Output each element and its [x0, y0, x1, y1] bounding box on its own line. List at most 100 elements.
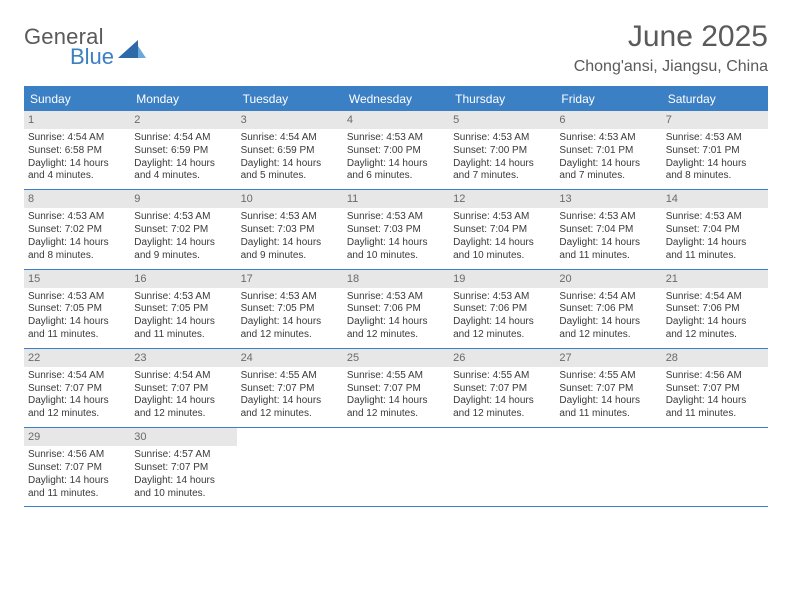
- sunset-text: Sunset: 7:01 PM: [666, 145, 764, 158]
- week-row: 29Sunrise: 4:56 AMSunset: 7:07 PMDayligh…: [24, 428, 768, 507]
- daylight-text: and 12 minutes.: [453, 329, 551, 342]
- daylight-text: and 12 minutes.: [134, 408, 232, 421]
- logo-triangle-icon: [118, 36, 146, 60]
- week-row: 15Sunrise: 4:53 AMSunset: 7:05 PMDayligh…: [24, 270, 768, 349]
- sunset-text: Sunset: 7:06 PM: [559, 303, 657, 316]
- sunrise-text: Sunrise: 4:54 AM: [28, 132, 126, 145]
- daylight-text: Daylight: 14 hours: [347, 316, 445, 329]
- day-number: 28: [662, 349, 768, 367]
- daylight-text: Daylight: 14 hours: [453, 158, 551, 171]
- sunrise-text: Sunrise: 4:53 AM: [241, 291, 339, 304]
- sunset-text: Sunset: 7:04 PM: [666, 224, 764, 237]
- daylight-text: Daylight: 14 hours: [453, 237, 551, 250]
- sunset-text: Sunset: 7:07 PM: [666, 383, 764, 396]
- daylight-text: Daylight: 14 hours: [28, 475, 126, 488]
- daylight-text: Daylight: 14 hours: [134, 237, 232, 250]
- sunset-text: Sunset: 6:59 PM: [134, 145, 232, 158]
- sunset-text: Sunset: 7:04 PM: [559, 224, 657, 237]
- sunrise-text: Sunrise: 4:53 AM: [666, 211, 764, 224]
- daylight-text: and 12 minutes.: [666, 329, 764, 342]
- daylight-text: and 11 minutes.: [666, 250, 764, 263]
- daylight-text: and 11 minutes.: [666, 408, 764, 421]
- sunrise-text: Sunrise: 4:53 AM: [453, 211, 551, 224]
- sunrise-text: Sunrise: 4:53 AM: [134, 211, 232, 224]
- day-cell: 8Sunrise: 4:53 AMSunset: 7:02 PMDaylight…: [24, 190, 130, 268]
- day-number: 15: [24, 270, 130, 288]
- sunrise-text: Sunrise: 4:57 AM: [134, 449, 232, 462]
- week-row: 22Sunrise: 4:54 AMSunset: 7:07 PMDayligh…: [24, 349, 768, 428]
- daylight-text: and 10 minutes.: [347, 250, 445, 263]
- header: General Blue June 2025 Chong'ansi, Jiang…: [24, 20, 768, 76]
- day-cell: 17Sunrise: 4:53 AMSunset: 7:05 PMDayligh…: [237, 270, 343, 348]
- day-number: 27: [555, 349, 661, 367]
- sunset-text: Sunset: 7:07 PM: [28, 383, 126, 396]
- day-cell: 6Sunrise: 4:53 AMSunset: 7:01 PMDaylight…: [555, 111, 661, 189]
- daylight-text: and 7 minutes.: [559, 170, 657, 183]
- daylight-text: Daylight: 14 hours: [666, 395, 764, 408]
- daylight-text: Daylight: 14 hours: [241, 237, 339, 250]
- daylight-text: Daylight: 14 hours: [559, 237, 657, 250]
- daylight-text: and 9 minutes.: [134, 250, 232, 263]
- day-cell: 26Sunrise: 4:55 AMSunset: 7:07 PMDayligh…: [449, 349, 555, 427]
- daylight-text: Daylight: 14 hours: [28, 237, 126, 250]
- daylight-text: and 4 minutes.: [28, 170, 126, 183]
- sunrise-text: Sunrise: 4:53 AM: [241, 211, 339, 224]
- sunrise-text: Sunrise: 4:53 AM: [347, 211, 445, 224]
- dow-wednesday: Wednesday: [343, 88, 449, 111]
- daylight-text: and 7 minutes.: [453, 170, 551, 183]
- sunrise-text: Sunrise: 4:54 AM: [134, 132, 232, 145]
- daylight-text: and 8 minutes.: [666, 170, 764, 183]
- dow-tuesday: Tuesday: [237, 88, 343, 111]
- day-number: 25: [343, 349, 449, 367]
- sunset-text: Sunset: 7:00 PM: [347, 145, 445, 158]
- day-cell: 2Sunrise: 4:54 AMSunset: 6:59 PMDaylight…: [130, 111, 236, 189]
- daylight-text: Daylight: 14 hours: [453, 316, 551, 329]
- week-row: 8Sunrise: 4:53 AMSunset: 7:02 PMDaylight…: [24, 190, 768, 269]
- day-cell: 19Sunrise: 4:53 AMSunset: 7:06 PMDayligh…: [449, 270, 555, 348]
- daylight-text: Daylight: 14 hours: [134, 475, 232, 488]
- sunset-text: Sunset: 7:07 PM: [134, 462, 232, 475]
- day-cell: [237, 428, 343, 506]
- title-block: June 2025 Chong'ansi, Jiangsu, China: [574, 20, 768, 76]
- daylight-text: Daylight: 14 hours: [28, 316, 126, 329]
- daylight-text: and 12 minutes.: [28, 408, 126, 421]
- daylight-text: and 6 minutes.: [347, 170, 445, 183]
- day-number: 12: [449, 190, 555, 208]
- day-cell: 5Sunrise: 4:53 AMSunset: 7:00 PMDaylight…: [449, 111, 555, 189]
- daylight-text: Daylight: 14 hours: [28, 395, 126, 408]
- daylight-text: Daylight: 14 hours: [347, 158, 445, 171]
- sunset-text: Sunset: 7:06 PM: [347, 303, 445, 316]
- day-cell: 7Sunrise: 4:53 AMSunset: 7:01 PMDaylight…: [662, 111, 768, 189]
- day-number: 10: [237, 190, 343, 208]
- day-cell: 10Sunrise: 4:53 AMSunset: 7:03 PMDayligh…: [237, 190, 343, 268]
- sunset-text: Sunset: 6:58 PM: [28, 145, 126, 158]
- daylight-text: and 5 minutes.: [241, 170, 339, 183]
- dow-header-row: Sunday Monday Tuesday Wednesday Thursday…: [24, 88, 768, 111]
- sunrise-text: Sunrise: 4:53 AM: [453, 291, 551, 304]
- daylight-text: and 11 minutes.: [28, 488, 126, 501]
- day-number: 9: [130, 190, 236, 208]
- daylight-text: and 10 minutes.: [134, 488, 232, 501]
- dow-saturday: Saturday: [662, 88, 768, 111]
- daylight-text: and 11 minutes.: [559, 408, 657, 421]
- sunset-text: Sunset: 7:07 PM: [134, 383, 232, 396]
- day-cell: 4Sunrise: 4:53 AMSunset: 7:00 PMDaylight…: [343, 111, 449, 189]
- sunset-text: Sunset: 7:07 PM: [559, 383, 657, 396]
- day-cell: 23Sunrise: 4:54 AMSunset: 7:07 PMDayligh…: [130, 349, 236, 427]
- day-number: 4: [343, 111, 449, 129]
- day-number: 22: [24, 349, 130, 367]
- day-cell: 27Sunrise: 4:55 AMSunset: 7:07 PMDayligh…: [555, 349, 661, 427]
- day-cell: [555, 428, 661, 506]
- daylight-text: Daylight: 14 hours: [559, 158, 657, 171]
- day-cell: [449, 428, 555, 506]
- sunset-text: Sunset: 7:02 PM: [134, 224, 232, 237]
- day-cell: 29Sunrise: 4:56 AMSunset: 7:07 PMDayligh…: [24, 428, 130, 506]
- location-label: Chong'ansi, Jiangsu, China: [574, 58, 768, 76]
- daylight-text: and 4 minutes.: [134, 170, 232, 183]
- dow-friday: Friday: [555, 88, 661, 111]
- daylight-text: Daylight: 14 hours: [241, 158, 339, 171]
- daylight-text: and 11 minutes.: [559, 250, 657, 263]
- sunset-text: Sunset: 7:07 PM: [241, 383, 339, 396]
- daylight-text: Daylight: 14 hours: [28, 158, 126, 171]
- day-number: 21: [662, 270, 768, 288]
